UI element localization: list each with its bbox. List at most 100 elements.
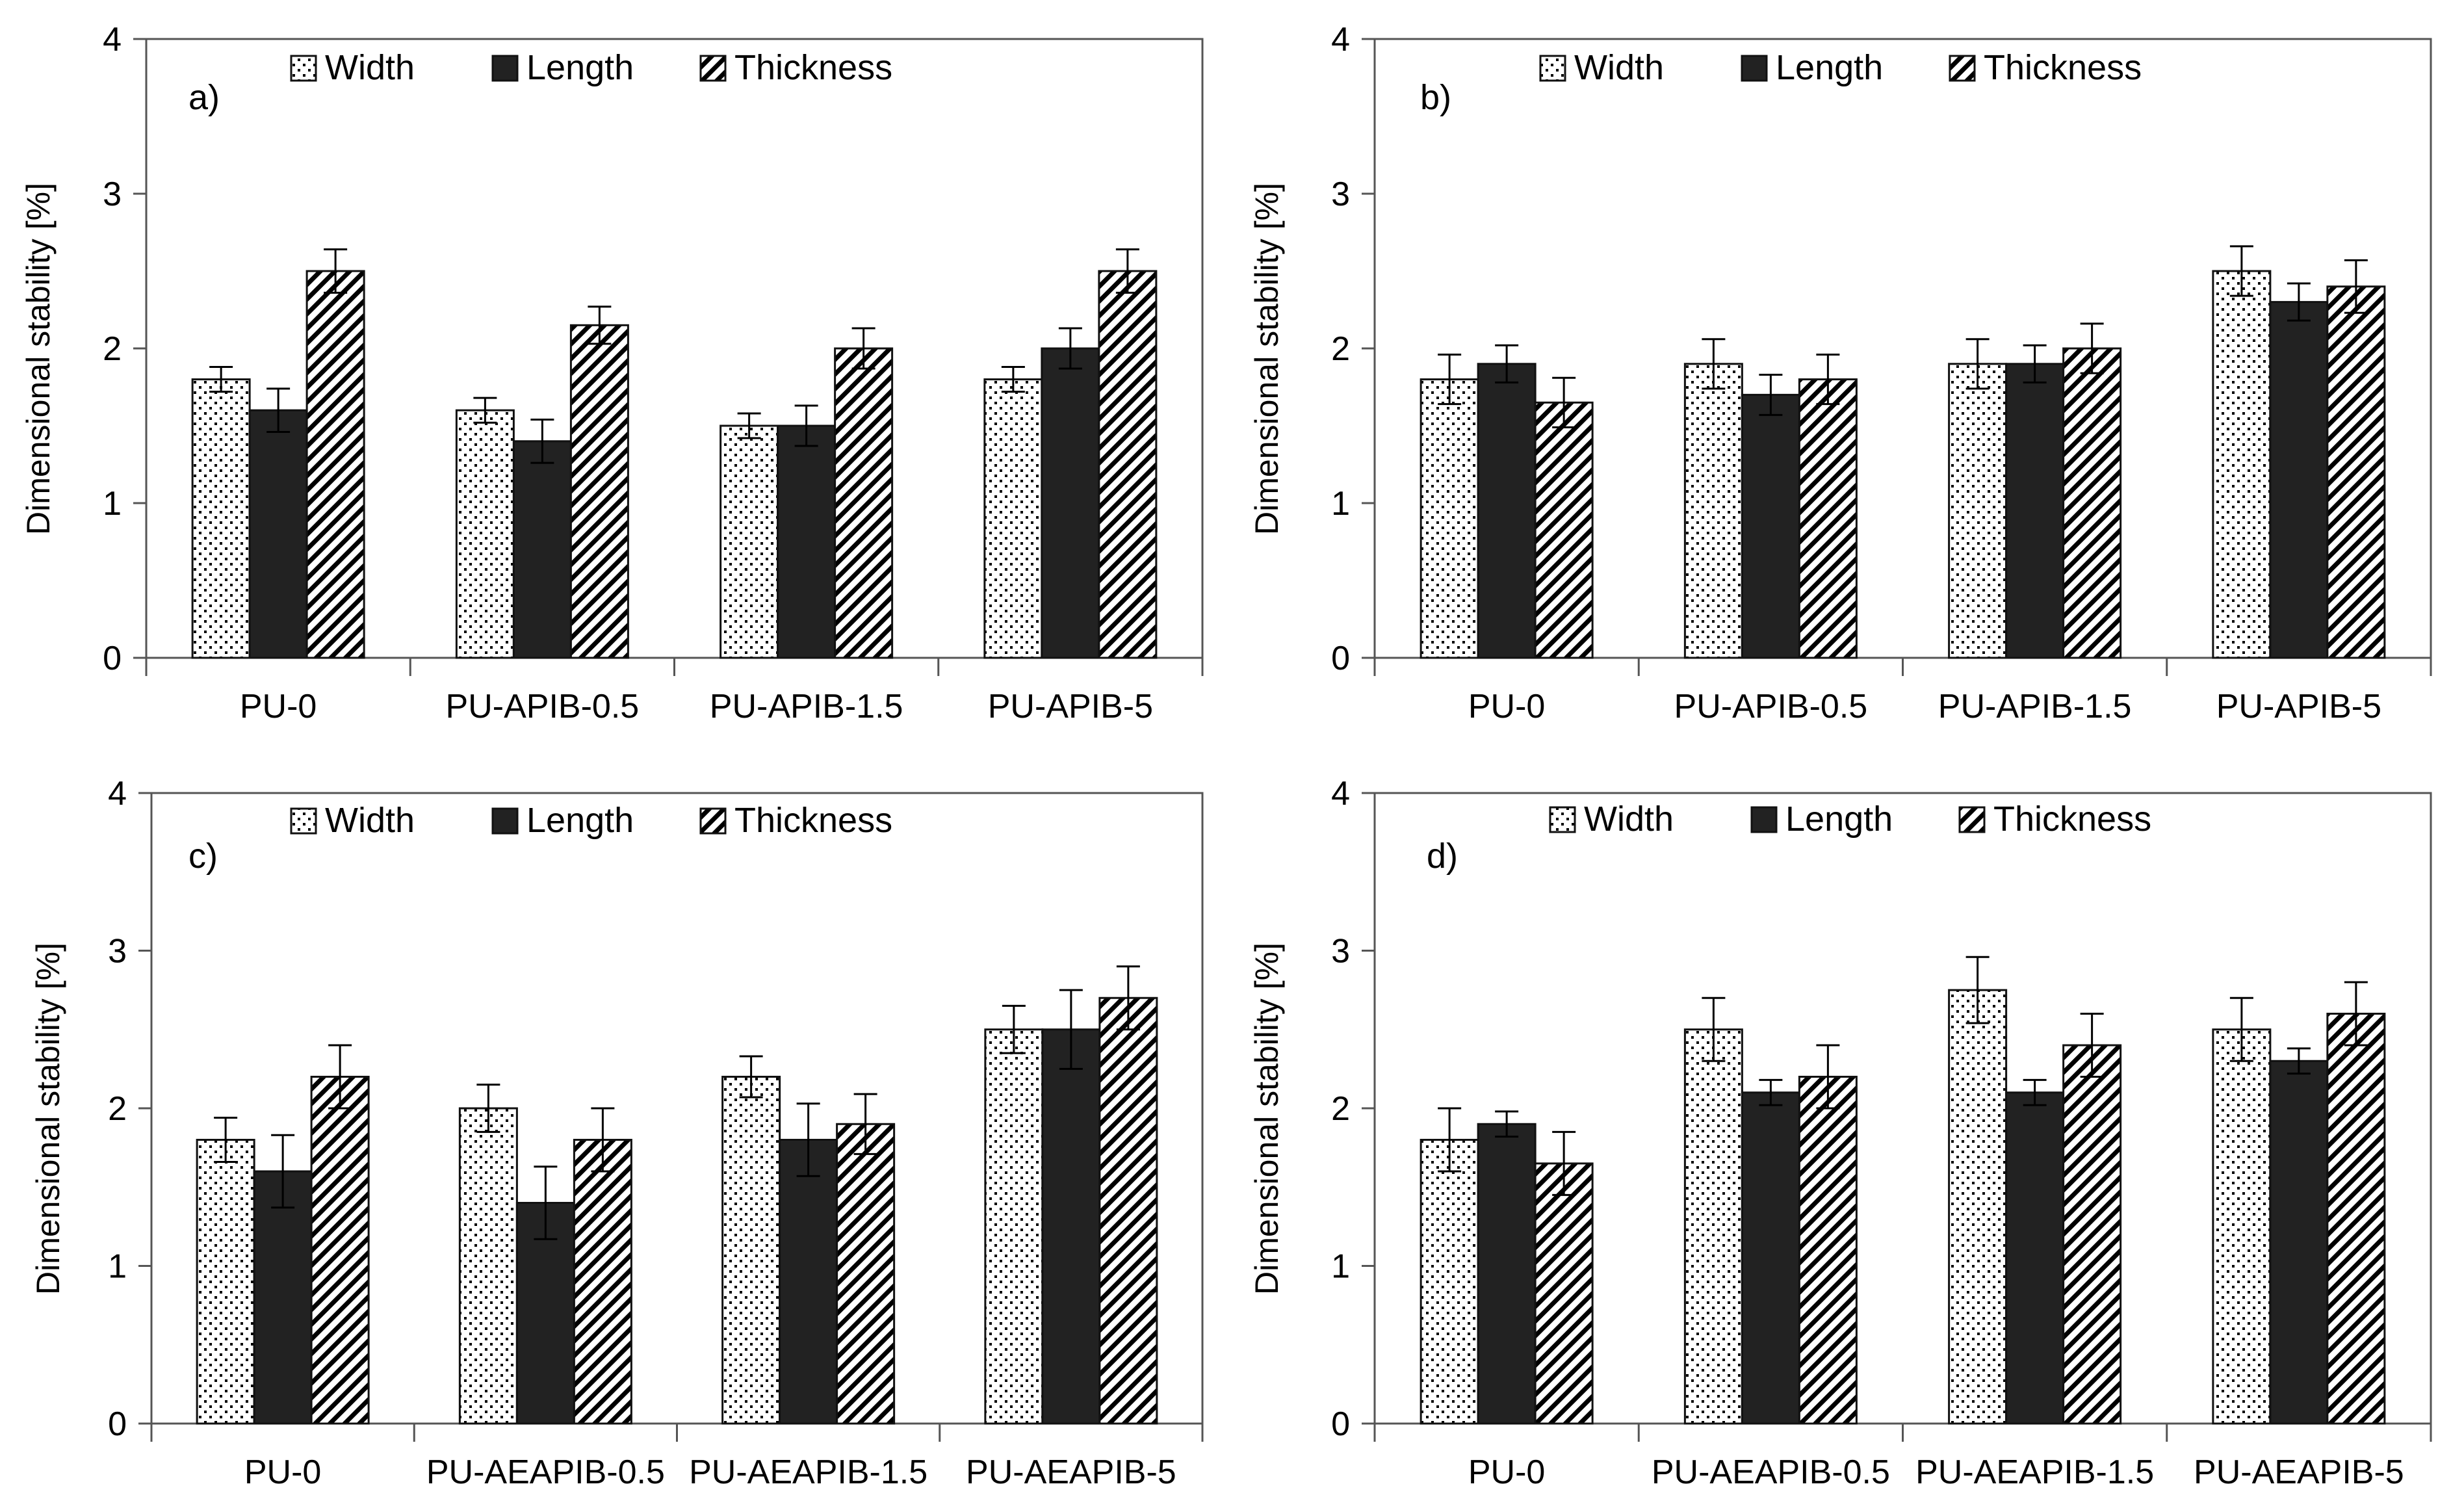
chart-panel-b: 0 1 2 3 4 Dimensional stability [%] PU-0 PU-API… bbox=[1249, 21, 2432, 725]
legend-swatch-length bbox=[491, 807, 519, 835]
bar-width bbox=[2212, 1028, 2272, 1425]
x-category-label: PU-AEAPIB-1.5 bbox=[689, 1453, 927, 1491]
legend-label-width: Width bbox=[1584, 800, 1674, 839]
legend-swatch-width bbox=[290, 807, 317, 835]
x-category-label: PU-0 bbox=[240, 688, 317, 725]
panel-label: c) bbox=[188, 837, 218, 876]
bar-thickness bbox=[1534, 401, 1594, 659]
bar-width bbox=[721, 1076, 781, 1425]
x-category-label: PU-APIB-5 bbox=[988, 688, 1153, 725]
chart-panels: 0 1 2 3 4 Dimensional stability [%] PU-0 PU-API… bbox=[20, 21, 2432, 1491]
chart-panel-c: 0 1 2 3 4 Dimensional stability [%] PU-0 PU-AEA… bbox=[30, 775, 1204, 1491]
y-axis-title: Dimensional stability [%] bbox=[30, 943, 66, 1295]
bar-length bbox=[253, 1170, 313, 1425]
y-tick-label: 0 bbox=[103, 640, 122, 677]
bar-length bbox=[1041, 1028, 1101, 1425]
y-tick-label: 4 bbox=[108, 775, 127, 813]
bar-length bbox=[777, 424, 836, 659]
y-tick-label: 2 bbox=[1331, 330, 1350, 368]
x-category-label: PU-0 bbox=[1468, 1453, 1545, 1491]
bar-thickness bbox=[1098, 996, 1158, 1425]
y-tick-label: 2 bbox=[108, 1090, 127, 1128]
legend-label-thickness: Thickness bbox=[734, 801, 892, 840]
y-tick-label: 3 bbox=[1331, 933, 1350, 970]
y-axis-title: Dimensional stability [%] bbox=[1249, 943, 1285, 1295]
legend-swatch-thickness bbox=[1958, 806, 1986, 833]
bar-thickness bbox=[1534, 1162, 1594, 1425]
bar-length bbox=[1741, 393, 1800, 659]
legend-swatch-width bbox=[1549, 806, 1576, 833]
bar-width bbox=[1420, 378, 1479, 659]
bar-length bbox=[1477, 1123, 1537, 1425]
bar-thickness bbox=[305, 270, 365, 659]
bar-width bbox=[1420, 1139, 1479, 1425]
bar-length bbox=[1041, 347, 1100, 659]
x-category-label: PU-APIB-0.5 bbox=[446, 688, 640, 725]
bar-width bbox=[984, 1028, 1044, 1425]
bar-thickness bbox=[834, 347, 894, 659]
y-axis-title: Dimensional stability [%] bbox=[20, 183, 57, 535]
y-axis-title: Dimensional stability [%] bbox=[1249, 183, 1285, 535]
chart-panel-a: 0 1 2 3 4 Dimensional stability [%] PU-0 PU-API… bbox=[20, 21, 1204, 725]
y-tick-label: 1 bbox=[1331, 485, 1350, 523]
legend-label-thickness: Thickness bbox=[1993, 800, 2151, 839]
bar-length bbox=[2269, 1060, 2329, 1425]
y-tick-label: 0 bbox=[108, 1405, 127, 1443]
bar-thickness bbox=[2326, 1013, 2386, 1425]
bar-length bbox=[2005, 363, 2065, 659]
bar-thickness bbox=[2326, 285, 2386, 659]
legend-swatch-width bbox=[290, 55, 317, 82]
y-tick-label: 1 bbox=[108, 1248, 127, 1286]
bar-width bbox=[2212, 270, 2272, 659]
legend-label-length: Length bbox=[1776, 48, 1883, 87]
legend-label-thickness: Thickness bbox=[1984, 48, 2142, 87]
panel-label: a) bbox=[188, 78, 220, 117]
y-tick-label: 0 bbox=[1331, 1405, 1350, 1443]
bar-thickness bbox=[2062, 347, 2122, 659]
bar-thickness bbox=[2062, 1044, 2122, 1425]
bar-width bbox=[1683, 363, 1743, 659]
bar-length bbox=[779, 1139, 838, 1425]
legend-swatch-thickness bbox=[699, 55, 727, 82]
x-category-label: PU-0 bbox=[1468, 688, 1545, 725]
legend-swatch-length bbox=[491, 55, 519, 82]
y-tick-label: 1 bbox=[103, 485, 122, 523]
chart-panel-d: 0 1 2 3 4 Dimensional stability [%] PU-0 PU-AEA… bbox=[1249, 775, 2432, 1491]
bar-thickness bbox=[1798, 1076, 1858, 1425]
x-category-label: PU-0 bbox=[244, 1453, 321, 1491]
legend-label-width: Width bbox=[1574, 48, 1664, 87]
legend-swatch-length bbox=[1750, 806, 1778, 833]
legend-label-thickness: Thickness bbox=[734, 48, 892, 87]
x-category-label: PU-APIB-5 bbox=[2216, 688, 2381, 725]
bar-length bbox=[2269, 301, 2329, 659]
y-tick-label: 3 bbox=[108, 933, 127, 970]
x-category-label: PU-AEAPIB-5 bbox=[966, 1453, 1176, 1491]
bar-thickness bbox=[836, 1123, 896, 1425]
legend-swatch-thickness bbox=[699, 807, 727, 835]
panel-label: d) bbox=[1427, 837, 1458, 876]
x-category-label: PU-APIB-0.5 bbox=[1674, 688, 1868, 725]
bar-thickness bbox=[573, 1139, 632, 1425]
bar-width bbox=[196, 1139, 255, 1425]
bar-width bbox=[1948, 989, 2008, 1425]
y-tick-label: 1 bbox=[1331, 1248, 1350, 1286]
bar-width bbox=[458, 1107, 518, 1425]
y-tick-label: 0 bbox=[1331, 640, 1350, 677]
legend-label-length: Length bbox=[526, 48, 634, 87]
bar-thickness bbox=[1798, 378, 1858, 659]
bar-length bbox=[2005, 1091, 2065, 1425]
legend-label-length: Length bbox=[526, 801, 634, 840]
bar-width bbox=[191, 378, 251, 659]
y-tick-label: 3 bbox=[1331, 176, 1350, 213]
legend-swatch-length bbox=[1741, 55, 1768, 82]
bar-length bbox=[248, 409, 308, 659]
bar-length bbox=[1477, 363, 1537, 659]
y-tick-label: 4 bbox=[1331, 775, 1350, 813]
panel-label: b) bbox=[1420, 78, 1451, 117]
bar-width bbox=[1683, 1028, 1743, 1425]
y-tick-label: 3 bbox=[103, 176, 122, 213]
bar-width bbox=[455, 409, 515, 659]
x-category-label: PU-AEAPIB-0.5 bbox=[1652, 1453, 1890, 1491]
x-category-label: PU-AEAPIB-5 bbox=[2194, 1453, 2404, 1491]
